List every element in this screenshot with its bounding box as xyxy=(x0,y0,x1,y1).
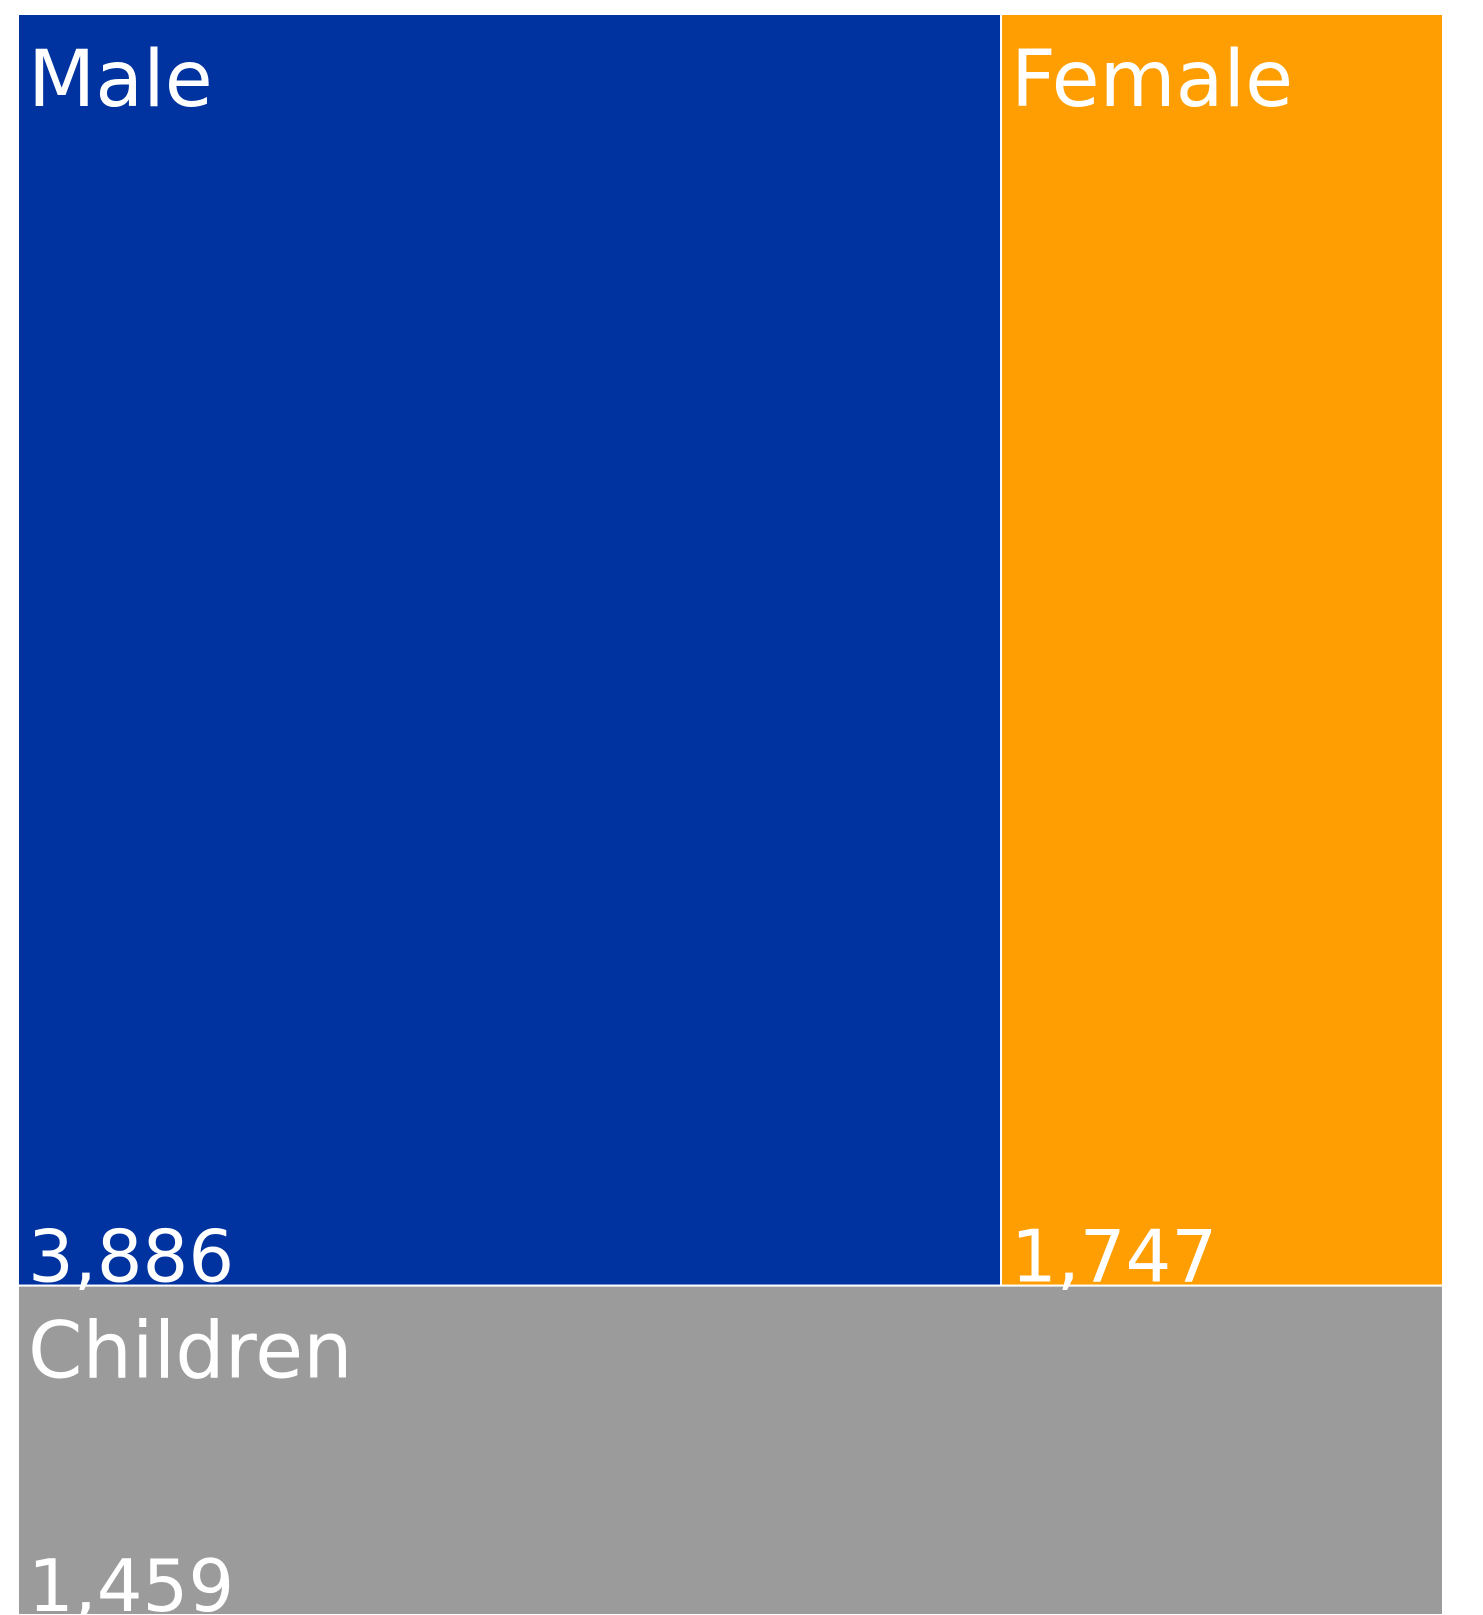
tile-label-children: Children xyxy=(28,1307,353,1397)
tile-value-male: 3,886 xyxy=(28,1215,234,1299)
tile-value-female: 1,747 xyxy=(1011,1215,1217,1299)
treemap-tiles xyxy=(17,13,1445,1615)
tile-female[interactable] xyxy=(1000,13,1445,1287)
tile-male[interactable] xyxy=(17,13,1003,1287)
tile-label-male: Male xyxy=(28,35,213,125)
tile-children[interactable] xyxy=(17,1284,1444,1615)
tile-label-female: Female xyxy=(1011,35,1293,125)
tile-value-children: 1,459 xyxy=(28,1544,234,1615)
treemap-labels: Male 3,886 Female 1,747 Children 1,459 xyxy=(28,35,1293,1615)
